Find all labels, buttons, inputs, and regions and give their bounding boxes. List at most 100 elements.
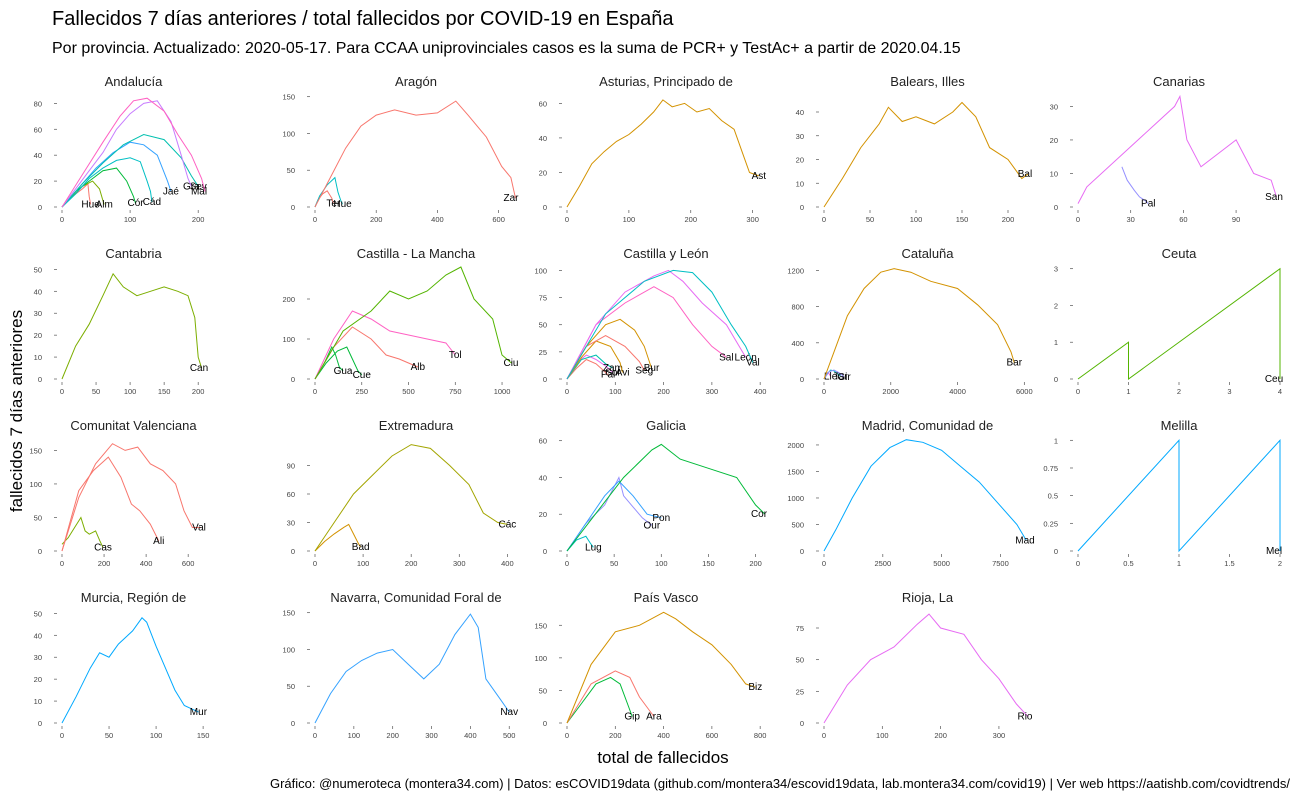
panel-16: Navarra, Comunidad Foral de 0 100 200 300 400…	[282, 590, 518, 740]
y-tick-label: 200	[282, 295, 295, 304]
y-tick-label: 0	[1054, 375, 1058, 384]
series-line-Gip	[566, 676, 633, 724]
series-line-Ast	[566, 99, 759, 208]
x-tick-label: 100	[348, 731, 361, 740]
x-tick-label: 400	[754, 387, 767, 396]
y-tick-label: 0.25	[1043, 519, 1058, 528]
series-label: Các	[498, 519, 516, 530]
x-tick-label: 300	[993, 731, 1006, 740]
panel-title: Galicia	[646, 418, 687, 433]
series-label: Mur	[190, 707, 208, 718]
series-line-Bad	[314, 523, 362, 552]
series-label: Bad	[352, 542, 370, 553]
x-axis-label: total de fallecidos	[597, 748, 728, 767]
y-tick-label: 100	[282, 335, 295, 344]
series-label: Cas	[94, 543, 112, 554]
series-label: Hue	[81, 199, 100, 210]
series-label: Ciu	[503, 358, 518, 369]
x-tick-label: 100	[655, 559, 668, 568]
series-label: Zar	[504, 193, 520, 204]
x-tick-label: 0	[822, 215, 826, 224]
x-tick-label: 250	[356, 387, 369, 396]
y-tick-label: 40	[34, 287, 42, 296]
y-tick-label: 10	[796, 179, 804, 188]
series-line-Val	[566, 269, 754, 380]
x-tick-label: 0.5	[1123, 559, 1133, 568]
x-tick-label: 0	[565, 559, 569, 568]
series-line-Gir	[823, 369, 845, 380]
y-tick-label: 150	[29, 446, 42, 455]
series-line-Mad	[823, 439, 1027, 552]
x-tick-label: 150	[702, 559, 715, 568]
panel-title: Aragón	[395, 74, 437, 89]
y-tick-label: 0	[800, 547, 804, 556]
series-line-Cue	[314, 346, 363, 380]
x-tick-label: 2500	[874, 559, 891, 568]
series-label: Alb	[411, 362, 426, 373]
x-tick-label: 100	[124, 387, 137, 396]
series-line-Mur	[61, 617, 199, 724]
panel-13: Madrid, Comunidad de 0 2500 5000 7500 0 500 100…	[787, 418, 1034, 568]
panel-7: Castilla y León 0 100 200 300 400 0 25 50 75 100 Pa…	[534, 246, 766, 396]
x-tick-label: 600	[706, 731, 719, 740]
series-label: Gua	[334, 366, 353, 377]
panel-17: País Vasco 0 200 400 600 800 0 50 100 150 Gip Ara Bi…	[534, 590, 766, 740]
x-tick-label: 150	[158, 387, 171, 396]
x-tick-label: 7500	[992, 559, 1009, 568]
y-tick-label: 100	[282, 645, 295, 654]
series-line-Bar	[823, 268, 1015, 380]
x-tick-label: 90	[1232, 215, 1240, 224]
series-label: Ali	[153, 536, 164, 547]
y-tick-label: 0	[38, 547, 42, 556]
series-label: Rio	[1017, 712, 1032, 723]
x-tick-label: 400	[140, 559, 153, 568]
series-line-Val	[61, 443, 201, 552]
series-label: Pal	[601, 370, 615, 381]
x-tick-label: 300	[425, 731, 438, 740]
x-tick-label: 500	[503, 731, 516, 740]
panel-title: País Vasco	[634, 590, 699, 605]
series-line-Alb	[314, 326, 419, 380]
x-tick-label: 200	[192, 215, 205, 224]
y-tick-label: 60	[34, 125, 42, 134]
x-tick-label: 2000	[882, 387, 899, 396]
series-label: Val	[192, 523, 206, 534]
y-tick-label: 50	[287, 682, 295, 691]
y-tick-label: 0.75	[1043, 464, 1058, 473]
x-tick-label: 4000	[949, 387, 966, 396]
y-tick-label: 80	[34, 99, 42, 108]
y-tick-label: 10	[34, 353, 42, 362]
y-tick-label: 0	[1054, 203, 1058, 212]
x-tick-label: 400	[464, 731, 477, 740]
x-tick-label: 200	[370, 215, 383, 224]
x-tick-label: 100	[623, 215, 636, 224]
series-label: Jaé	[163, 186, 180, 197]
y-tick-label: 0	[800, 375, 804, 384]
y-tick-label: 10	[1050, 169, 1058, 178]
series-line-Pon	[566, 480, 662, 552]
y-tick-label: 2	[1054, 301, 1058, 310]
series-line-Can	[61, 272, 203, 380]
series-line-Nav	[314, 613, 510, 724]
series-line-Tol	[314, 310, 456, 380]
x-tick-label: 100	[124, 215, 137, 224]
series-label: Mad	[1015, 535, 1034, 546]
panel-title: Ceuta	[1162, 246, 1197, 261]
x-tick-label: 200	[405, 559, 418, 568]
y-tick-label: 150	[282, 93, 295, 102]
series-label: Can	[190, 363, 208, 374]
series-label: Pal	[1141, 199, 1155, 210]
x-tick-label: 0	[313, 731, 317, 740]
series-label: Bar	[1007, 358, 1023, 369]
series-line-Ceu	[1077, 267, 1281, 380]
x-tick-label: 100	[357, 559, 370, 568]
panel-title: Asturias, Principado de	[599, 74, 733, 89]
x-tick-label: 100	[876, 731, 889, 740]
y-tick-label: 50	[34, 513, 42, 522]
x-tick-label: 50	[92, 387, 100, 396]
y-tick-label: 0	[543, 719, 547, 728]
y-tick-label: 60	[539, 99, 547, 108]
panel-10: Comunitat Valenciana 0 200 400 600 0 50 100 150 C…	[29, 418, 205, 568]
panel-5: Cantabria 0 50 100 150 200 0 10 20 30 40 50 Can	[34, 246, 209, 396]
